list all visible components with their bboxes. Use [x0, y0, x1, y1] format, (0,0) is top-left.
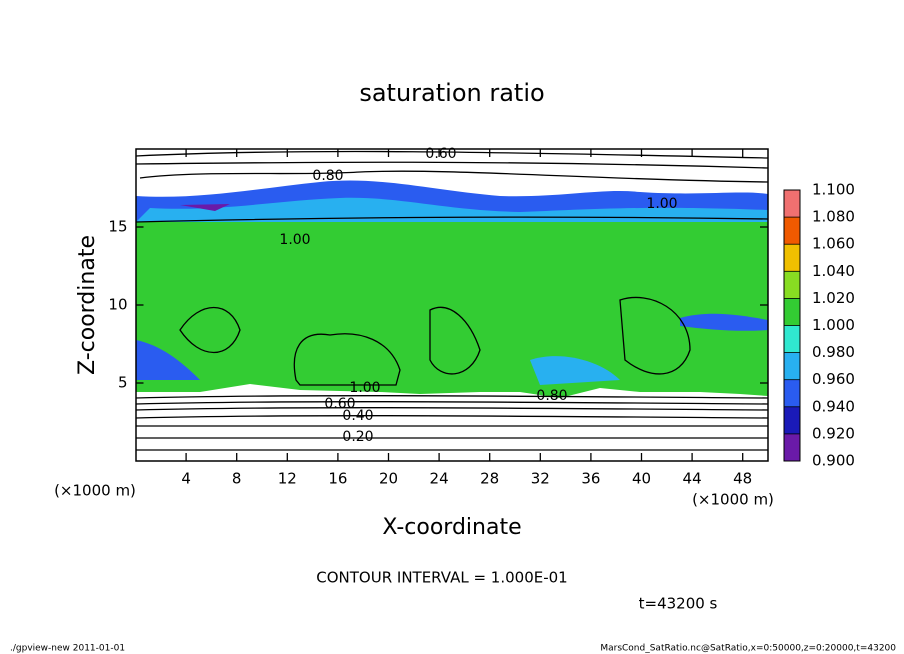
contour-label: 1.00	[279, 232, 310, 248]
time-label: t=43200 s	[639, 595, 718, 613]
field-blue-right	[680, 313, 768, 331]
contour-interval: CONTOUR INTERVAL = 1.000E-01	[316, 569, 567, 587]
x-tick-label: 36	[581, 470, 600, 488]
contour-label: 0.20	[342, 429, 373, 445]
x-tick-label: 28	[480, 470, 499, 488]
x-tick-label: 48	[733, 470, 752, 488]
field-cyan	[136, 197, 768, 222]
colorbar-cell	[784, 244, 800, 272]
x-axis-label: X-coordinate	[382, 515, 521, 540]
x-tick-label: 24	[430, 470, 449, 488]
contour-label: 0.60	[425, 146, 456, 162]
field-blue-left	[136, 340, 200, 380]
x-tick-label: 16	[328, 470, 347, 488]
contour-label: 0.60	[324, 396, 355, 412]
chart-title: saturation ratio	[359, 79, 544, 107]
colorbar-label: 1.020	[812, 289, 855, 307]
contour-label: 0.80	[536, 388, 567, 404]
y-tick-label: 5	[118, 374, 128, 392]
colorbar-label: 0.960	[812, 370, 855, 388]
y-unit: (×1000 m)	[54, 482, 136, 500]
field-green	[136, 221, 768, 398]
colorbar-cell	[784, 406, 800, 434]
y-tick-label: 15	[108, 218, 127, 236]
x-tick-label: 40	[632, 470, 651, 488]
colorbar-label: 1.060	[812, 235, 855, 253]
contour-label: 0.80	[312, 168, 343, 184]
contour-label: 0.40	[342, 408, 373, 424]
footer-left: ./gpview-new 2011-01-01	[10, 644, 125, 654]
x-tick-label: 12	[278, 470, 297, 488]
x-tick-label: 4	[181, 470, 191, 488]
colorbar-cell	[784, 190, 800, 218]
colorbar-cell	[784, 352, 800, 380]
colorbar-cell	[784, 271, 800, 299]
contours	[136, 150, 768, 451]
x-tick-label: 8	[232, 470, 242, 488]
field	[136, 150, 768, 451]
colorbar-cell	[784, 298, 800, 326]
colorbar-label: 1.000	[812, 316, 855, 334]
colorbar-label: 0.940	[812, 397, 855, 415]
field-cyan-mid	[530, 356, 620, 385]
contour-label: 1.00	[349, 380, 380, 396]
colorbar-label: 0.920	[812, 424, 855, 442]
x-tick-label: 32	[531, 470, 550, 488]
colorbar-label: 1.100	[812, 181, 855, 199]
footer-right: MarsCond_SatRatio.nc@SatRatio,x=0:50000,…	[600, 644, 896, 654]
colorbar-cell	[784, 325, 800, 353]
x-tick-label: 20	[379, 470, 398, 488]
colorbar-label: 1.040	[812, 262, 855, 280]
y-axis-label: Z-coordinate	[75, 235, 100, 375]
field-purple	[180, 204, 230, 211]
x-tick-label: 44	[683, 470, 702, 488]
colorbar-label: 0.900	[812, 452, 855, 470]
colorbar-label: 0.980	[812, 343, 855, 361]
y-tick-label: 10	[108, 296, 127, 314]
colorbar-cell	[784, 217, 800, 245]
contour-label: 1.00	[646, 196, 677, 212]
colorbar-cell	[784, 379, 800, 407]
colorbar-cell	[784, 433, 800, 461]
x-unit: (×1000 m)	[692, 491, 774, 509]
colorbar-label: 1.080	[812, 208, 855, 226]
